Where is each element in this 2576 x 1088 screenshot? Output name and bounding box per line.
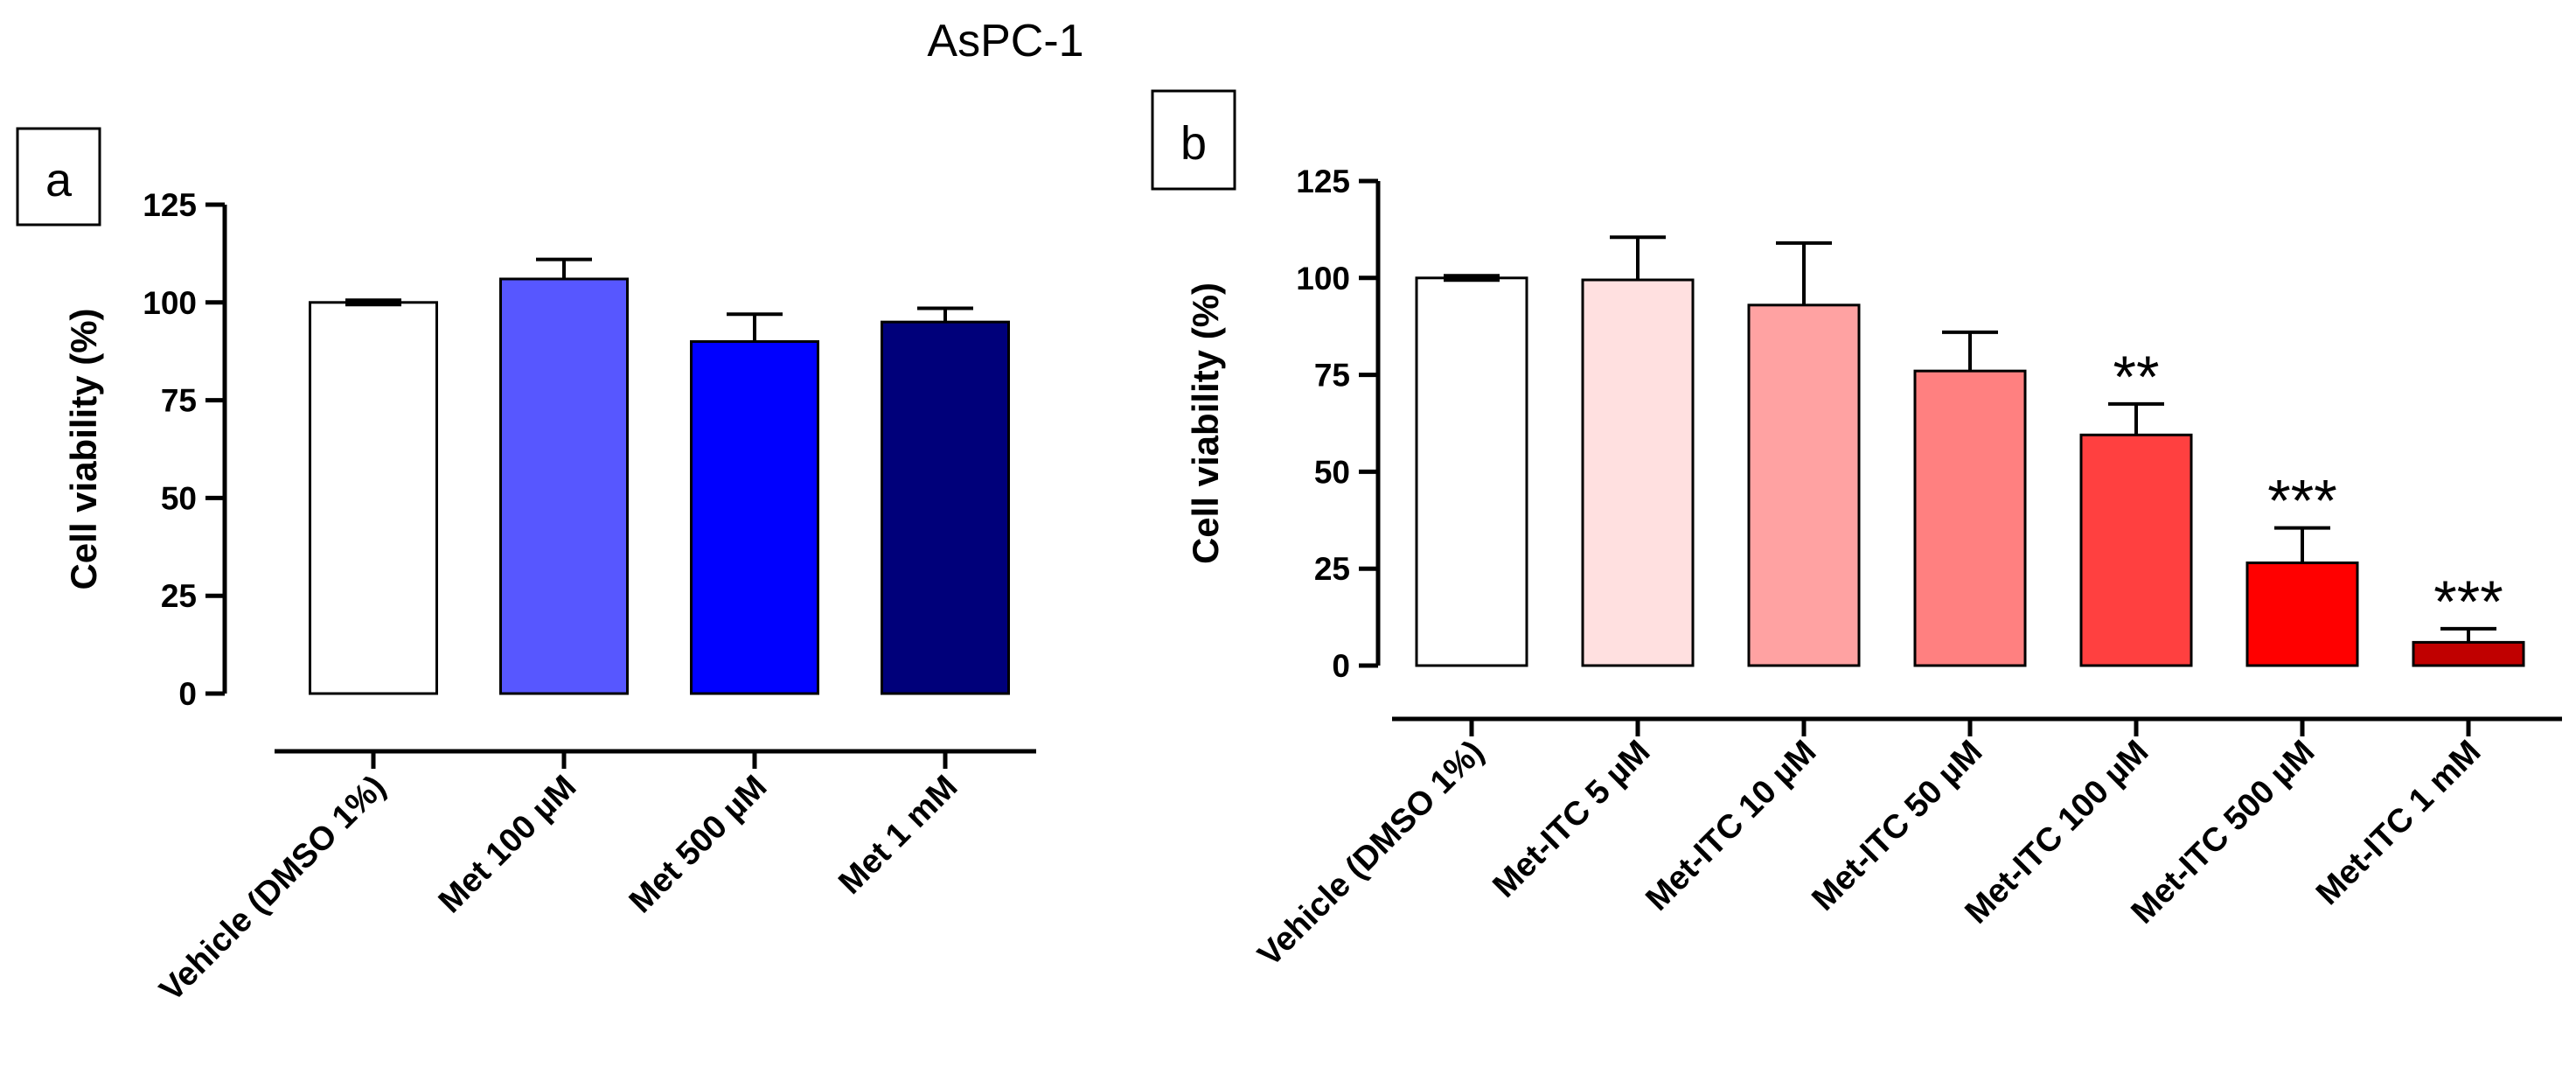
y-tick-label: 0 [1332, 648, 1350, 684]
bar [690, 340, 819, 695]
x-tick-label: Met 1 mM [832, 769, 964, 902]
bar [2245, 561, 2359, 667]
x-tick-label: Met-ITC 5 µM [1486, 734, 1657, 905]
bar [1415, 276, 1528, 667]
bar [309, 301, 438, 695]
y-tick-label: 100 [143, 285, 197, 321]
figure-title: AsPC-1 [927, 16, 1083, 66]
bar [2412, 640, 2525, 667]
y-axis-title: Cell viability (%) [1185, 282, 1226, 564]
significance-label: *** [2433, 568, 2503, 635]
bar [2079, 433, 2193, 667]
panel-letter: a [45, 154, 73, 206]
chart-panel-b: b 0 25 50 75 100 125 Cell viability (%) Vehicle … [1151, 89, 2562, 974]
panel-letter: b [1180, 117, 1207, 170]
x-tick-label: Met-ITC 100 µM [1959, 734, 2156, 931]
bar [881, 320, 1010, 695]
x-tick-label: Vehicle (DMSO 1%) [153, 769, 393, 1009]
x-tick-label: Met-ITC 500 µM [2125, 734, 2322, 931]
x-tick-label: Met-ITC 1 mM [2309, 734, 2488, 912]
y-tick-label: 125 [143, 187, 197, 223]
bar [1747, 303, 1861, 667]
significance-label: ** [2113, 344, 2160, 410]
y-tick-label: 0 [178, 676, 197, 712]
y-tick-label: 50 [161, 480, 197, 516]
panel-letter-box [1151, 89, 1236, 191]
panel-letter-box [16, 127, 101, 227]
bar [1913, 369, 2027, 667]
x-tick-label: Met-ITC 10 µM [1639, 734, 1823, 918]
bar [499, 277, 629, 695]
y-axis-title: Cell viability (%) [63, 308, 104, 589]
y-tick-label: 75 [161, 383, 197, 419]
x-tick-label: Vehicle (DMSO 1%) [1251, 734, 1492, 974]
y-tick-label: 125 [1296, 164, 1350, 199]
bar [1581, 278, 1695, 667]
chart-panel-a: a 0 25 50 75 100 125 Cell viability (%) Vehicle … [16, 127, 1036, 1009]
y-tick-label: 50 [1314, 454, 1350, 490]
x-tick-label: Met 500 µM [623, 769, 775, 921]
x-tick-label: Met 100 µM [432, 769, 584, 921]
y-tick-label: 75 [1314, 358, 1350, 394]
y-tick-label: 25 [1314, 551, 1350, 587]
y-tick-label: 100 [1296, 261, 1350, 296]
x-tick-label: Met-ITC 50 µM [1805, 734, 1989, 918]
significance-label: *** [2267, 468, 2336, 534]
y-tick-label: 25 [161, 578, 197, 614]
